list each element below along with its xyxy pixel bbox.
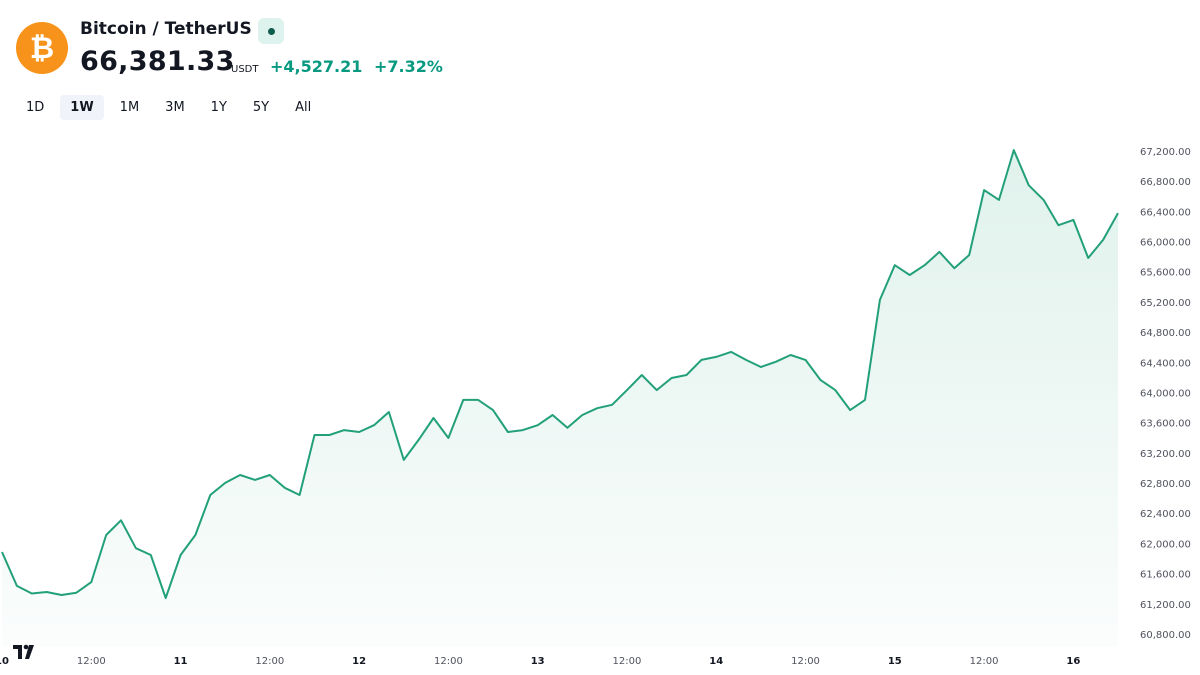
x-tick-label: 14 (709, 656, 723, 667)
timeframe-tab[interactable]: 1M (119, 100, 140, 115)
y-tick-label: 62,000.00 (1140, 539, 1191, 550)
y-tick-label: 67,200.00 (1140, 147, 1191, 158)
timeframe-tab[interactable]: All (295, 100, 312, 115)
x-tick-label: 12:00 (613, 656, 642, 667)
timeframe-tab[interactable]: 1D (26, 100, 45, 115)
last-price: 66,381.33 (80, 46, 235, 77)
y-tick-label: 64,400.00 (1140, 358, 1191, 369)
x-tick-label: 12:00 (791, 656, 820, 667)
timeframe-tab[interactable]: 3M (165, 100, 185, 115)
y-tick-label: 62,800.00 (1140, 479, 1191, 490)
timeframe-tab[interactable]: 1Y (210, 100, 227, 115)
x-tick-label: 12:00 (434, 656, 463, 667)
y-tick-label: 64,000.00 (1140, 388, 1191, 399)
y-tick-label: 66,800.00 (1140, 177, 1191, 188)
tradingview-logo[interactable] (10, 640, 40, 666)
market-status[interactable] (258, 18, 284, 44)
y-tick-label: 66,400.00 (1140, 207, 1191, 218)
timeframe-tabs: 1D 1W 1M 3M 1Y 5Y All (16, 95, 321, 120)
x-tick-label: 11 (174, 656, 188, 667)
timeframe-tab[interactable]: 5Y (252, 100, 270, 115)
coin-icon: ₿ (16, 22, 68, 74)
x-tick-label: 12:00 (255, 656, 284, 667)
y-tick-label: 63,600.00 (1140, 419, 1191, 430)
y-tick-label: 61,600.00 (1140, 570, 1191, 581)
y-tick-label: 60,800.00 (1140, 630, 1191, 641)
area-fill (2, 150, 1118, 647)
y-tick-label: 64,800.00 (1140, 328, 1191, 339)
y-tick-label: 63,200.00 (1140, 449, 1191, 460)
timeframe-tab[interactable]: 1W (60, 95, 104, 120)
symbol-name[interactable]: Bitcoin / TetherUS (80, 19, 252, 39)
y-tick-label: 66,000.00 (1140, 238, 1191, 249)
x-tick-label: 12:00 (970, 656, 999, 667)
y-tick-label: 65,200.00 (1140, 298, 1191, 309)
x-tick-label: 13 (531, 656, 545, 667)
x-tick-label: 12:00 (77, 656, 106, 667)
x-tick-label: 12 (352, 656, 366, 667)
y-tick-label: 61,200.00 (1140, 600, 1191, 611)
price-line (1, 149, 1119, 599)
x-tick-label: 10 (0, 656, 9, 667)
price-unit: USDT (231, 64, 259, 75)
x-tick-label: 15 (888, 656, 902, 667)
y-tick-label: 65,600.00 (1140, 268, 1191, 279)
price-change: +4,527.21 (270, 57, 363, 76)
y-tick-label: 62,400.00 (1140, 509, 1191, 520)
price-change-percent: +7.32% (374, 57, 443, 76)
x-tick-label: 16 (1066, 656, 1080, 667)
